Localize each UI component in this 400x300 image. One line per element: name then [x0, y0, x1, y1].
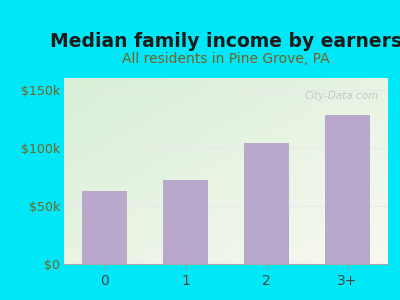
Text: All residents in Pine Grove, PA: All residents in Pine Grove, PA	[122, 52, 330, 66]
Title: Median family income by earners: Median family income by earners	[50, 32, 400, 51]
Bar	[325, 115, 370, 264]
Text: City-Data.com: City-Data.com	[304, 91, 378, 101]
Bar	[82, 191, 127, 264]
Bar	[163, 180, 208, 264]
Bar	[244, 143, 289, 264]
